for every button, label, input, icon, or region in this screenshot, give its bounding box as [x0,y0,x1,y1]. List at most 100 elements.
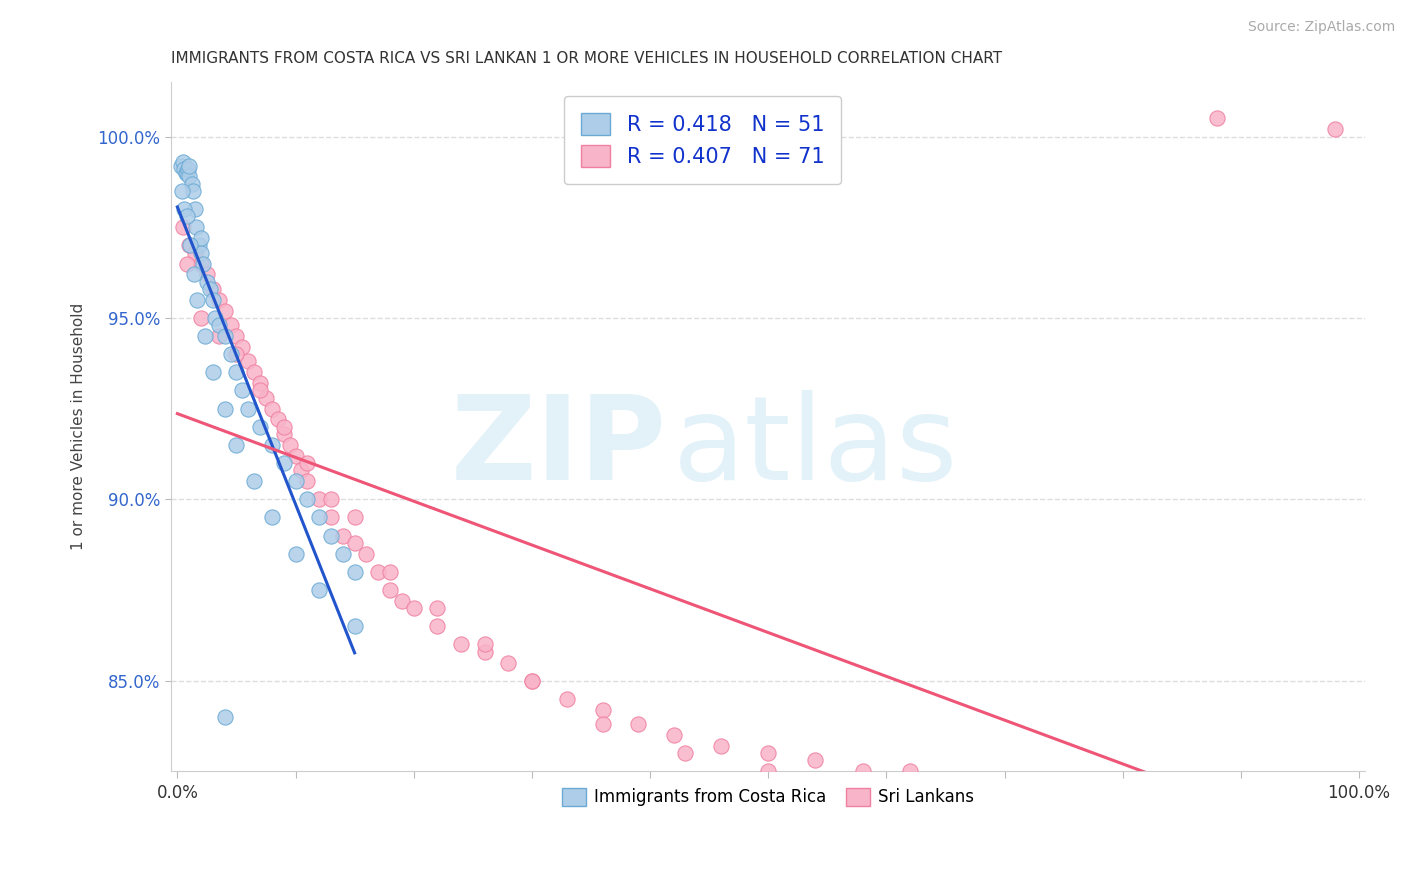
Legend: Immigrants from Costa Rica, Sri Lankans: Immigrants from Costa Rica, Sri Lankans [554,780,983,814]
Point [186,220,208,235]
Point [804,754,827,768]
Point [1289,826,1312,840]
Point [592,717,614,731]
Point [187,238,209,252]
Point [592,703,614,717]
Point [204,310,226,325]
Point [520,673,543,688]
Point [176,210,198,224]
Point [875,782,897,797]
Point [391,594,413,608]
Point [426,619,449,633]
Point [520,673,543,688]
Point [627,717,650,731]
Point [172,155,194,169]
Point [190,245,212,260]
Point [174,166,197,180]
Point [1206,112,1229,126]
Point [179,238,201,252]
Point [177,162,200,177]
Point [201,293,224,307]
Point [756,764,779,779]
Point [231,340,253,354]
Point [402,601,425,615]
Point [243,365,266,379]
Point [208,329,231,343]
Point [319,528,342,542]
Y-axis label: 1 or more Vehicles in Household: 1 or more Vehicles in Household [72,303,86,550]
Point [260,438,283,452]
Point [260,401,283,416]
Point [319,492,342,507]
Point [208,318,231,333]
Point [1324,122,1347,136]
Point [225,365,247,379]
Point [297,492,319,507]
Point [356,547,378,561]
Point [219,347,242,361]
Point [1171,812,1194,826]
Point [243,474,266,488]
Point [208,293,231,307]
Point [214,710,236,724]
Point [273,419,295,434]
Point [496,656,519,670]
Point [426,601,449,615]
Point [756,746,779,760]
Point [183,268,205,282]
Point [332,528,354,542]
Point [193,256,215,270]
Point [190,231,212,245]
Point [200,282,222,296]
Point [378,582,401,597]
Point [343,565,366,579]
Point [993,782,1015,797]
Point [219,318,242,333]
Point [179,159,201,173]
Point [238,401,260,416]
Point [214,401,236,416]
Point [231,384,253,398]
Point [249,384,271,398]
Point [273,456,295,470]
Text: atlas: atlas [672,390,957,505]
Point [249,376,271,391]
Point [284,474,307,488]
Point [186,293,208,307]
Point [278,438,301,452]
Point [308,492,330,507]
Point [343,536,366,550]
Point [367,565,389,579]
Point [193,329,215,343]
Point [225,438,247,452]
Point [195,275,218,289]
Point [343,510,366,524]
Point [662,728,685,742]
Point [946,775,969,789]
Point [225,347,247,361]
Text: IMMIGRANTS FROM COSTA RICA VS SRI LANKAN 1 OR MORE VEHICLES IN HOUSEHOLD CORRELA: IMMIGRANTS FROM COSTA RICA VS SRI LANKAN… [172,51,1002,66]
Point [260,510,283,524]
Point [284,547,307,561]
Point [308,582,330,597]
Point [238,354,260,368]
Point [1052,789,1074,804]
Point [190,310,212,325]
Point [176,256,198,270]
Point [319,510,342,524]
Point [173,162,195,177]
Point [273,427,295,442]
Point [195,268,218,282]
Point [180,177,202,191]
Point [267,412,290,426]
Point [170,159,193,173]
Text: ZIP: ZIP [451,390,666,505]
Point [184,245,207,260]
Point [297,456,319,470]
Text: Source: ZipAtlas.com: Source: ZipAtlas.com [1247,20,1395,34]
Point [176,166,198,180]
Point [190,256,212,270]
Point [474,637,496,651]
Point [555,691,578,706]
Point [181,184,204,198]
